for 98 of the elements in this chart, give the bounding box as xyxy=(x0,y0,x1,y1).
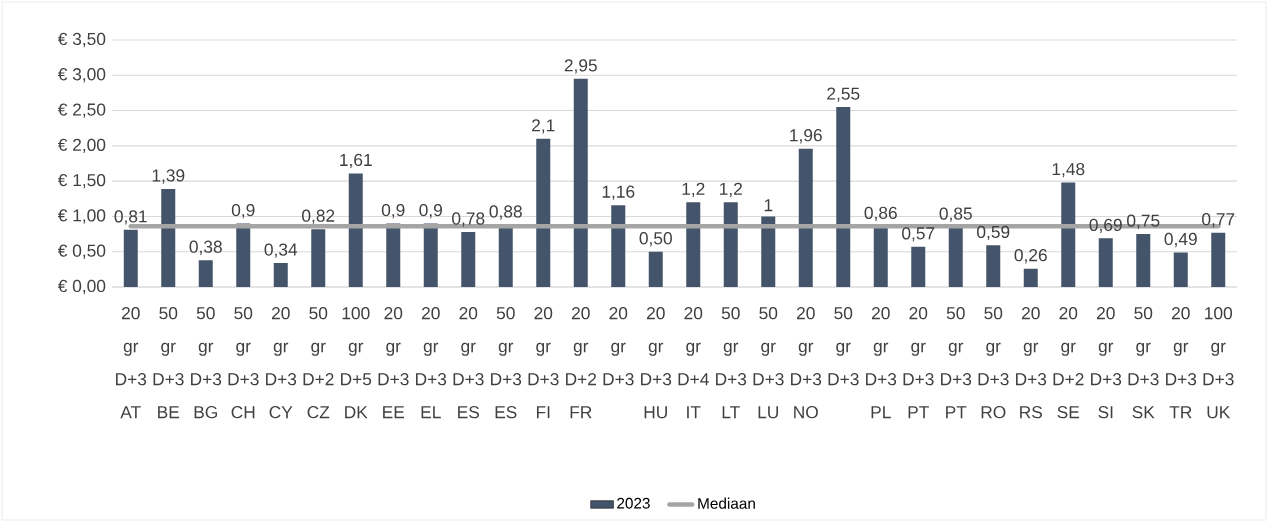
category-label: 20 gr D+3 SI xyxy=(1091,307,1122,419)
y-tick-label: € 1,50 xyxy=(57,173,106,189)
bar xyxy=(798,148,813,287)
y-tick-label: € 0,50 xyxy=(57,244,106,259)
category-label: 50 gr D+3 ES xyxy=(491,307,522,419)
data-label: 0,88 xyxy=(489,205,522,220)
y-tick-label: € 2,50 xyxy=(57,103,106,118)
bar xyxy=(461,231,476,287)
data-label: 0,57 xyxy=(902,227,935,242)
bar xyxy=(348,173,363,287)
category-label: 20 gr D+3 xyxy=(603,307,634,386)
category-label: 50 gr D+3 LU xyxy=(753,307,784,419)
data-label: 2,55 xyxy=(827,87,860,102)
category-label: 20 gr D+3 AT xyxy=(116,307,147,419)
category-label: 50 gr D+2 CZ xyxy=(303,307,334,419)
data-label: 1,61 xyxy=(340,153,372,169)
data-label: 1,2 xyxy=(682,182,705,198)
category-label: 100 gr D+5 DK xyxy=(341,307,372,419)
category-label: 50 gr D+3 PT xyxy=(941,307,972,419)
bar xyxy=(986,245,1001,287)
category-label: 50 gr D+3 RO xyxy=(978,307,1009,419)
legend-label: Mediaan xyxy=(698,497,755,509)
category-label: 20 gr D+3 TR xyxy=(1166,307,1197,419)
data-label: 0,86 xyxy=(864,206,897,222)
category-label: 20 gr D+2 SE xyxy=(1053,307,1084,419)
bar xyxy=(536,138,551,287)
category-label: 20 gr D+4 IT xyxy=(678,307,709,419)
data-label: 0,78 xyxy=(452,212,485,227)
bar xyxy=(1173,252,1188,287)
bar xyxy=(236,223,251,287)
data-label: 0,59 xyxy=(977,225,1010,241)
bar xyxy=(836,107,851,287)
data-label: 0,81 xyxy=(114,210,147,225)
legend-label: 2023 xyxy=(617,497,650,509)
y-tick-label: € 3,00 xyxy=(57,68,106,83)
data-label: 0,34 xyxy=(264,243,298,258)
category-label: 20 gr D+3 HU xyxy=(641,307,672,419)
data-label: 1,16 xyxy=(602,185,635,200)
bar xyxy=(273,263,288,287)
data-label: 1 xyxy=(764,199,773,212)
bar xyxy=(1061,182,1076,287)
data-label: 0,9 xyxy=(419,203,442,219)
bar xyxy=(1023,268,1038,287)
category-label: 20 gr D+3 EL xyxy=(416,307,447,419)
data-label: 0,9 xyxy=(231,203,255,219)
category-label: 50 gr D+3 SK xyxy=(1128,307,1159,419)
y-tick-label: € 0,00 xyxy=(57,279,106,295)
category-label: 50 gr D+3 LT xyxy=(716,307,747,419)
bar xyxy=(161,188,176,287)
category-label: 50 gr D+3 BE xyxy=(153,307,184,419)
bar xyxy=(1136,234,1151,287)
category-label: 20 gr D+3 CY xyxy=(266,307,297,419)
bar xyxy=(423,223,438,287)
bar xyxy=(686,202,701,287)
data-label: 1,39 xyxy=(152,169,185,184)
bar xyxy=(611,205,626,287)
data-label: 0,75 xyxy=(1127,214,1160,229)
bar xyxy=(948,227,963,287)
data-label: 0,9 xyxy=(381,203,405,219)
category-label: 20 gr D+3 EE xyxy=(378,307,409,419)
data-label: 1,2 xyxy=(720,182,742,198)
bar xyxy=(761,216,776,287)
bar xyxy=(873,226,888,287)
category-label: 20 gr D+3 ES xyxy=(453,307,484,419)
data-label: 0,77 xyxy=(1202,213,1235,228)
bar xyxy=(1098,238,1113,287)
bar xyxy=(311,229,326,287)
bar xyxy=(648,251,663,287)
bar xyxy=(573,78,588,287)
category-label: 50 gr D+3 BG xyxy=(191,307,222,419)
y-tick-label: € 1,00 xyxy=(57,209,106,224)
category-label: 20 gr D+3 RS xyxy=(1016,307,1047,419)
bar xyxy=(198,260,213,287)
data-label: 0,50 xyxy=(639,232,672,247)
data-label: 1,96 xyxy=(790,129,822,144)
data-label: 0,26 xyxy=(1014,249,1047,264)
bar xyxy=(723,202,738,287)
category-label: 20 gr D+3 PT xyxy=(903,307,934,419)
y-tick-label: € 3,50 xyxy=(57,32,106,48)
category-label: 20 gr D+2 FR xyxy=(566,307,597,419)
bar xyxy=(386,223,401,287)
category-label: 20 gr D+3 NO xyxy=(791,307,822,419)
data-label: 0,49 xyxy=(1164,232,1197,248)
category-label: 100 gr D+3 UK xyxy=(1203,307,1234,419)
bar xyxy=(911,246,926,287)
data-label: 0,82 xyxy=(302,209,335,224)
bar xyxy=(123,229,138,287)
y-tick-label: € 2,00 xyxy=(57,138,106,154)
bar xyxy=(1211,232,1226,287)
category-label: 20 gr D+3 PL xyxy=(866,307,897,419)
data-label: 2,95 xyxy=(564,59,597,74)
data-label: 2,1 xyxy=(532,119,555,134)
data-label: 0,38 xyxy=(189,240,222,255)
data-label: 0,85 xyxy=(939,207,972,222)
category-label: 50 gr D+3 CH xyxy=(228,307,259,419)
category-label: 20 gr D+3 FI xyxy=(528,307,559,419)
data-label: 1,48 xyxy=(1052,162,1085,178)
category-label: 50 gr D+3 xyxy=(828,307,859,386)
